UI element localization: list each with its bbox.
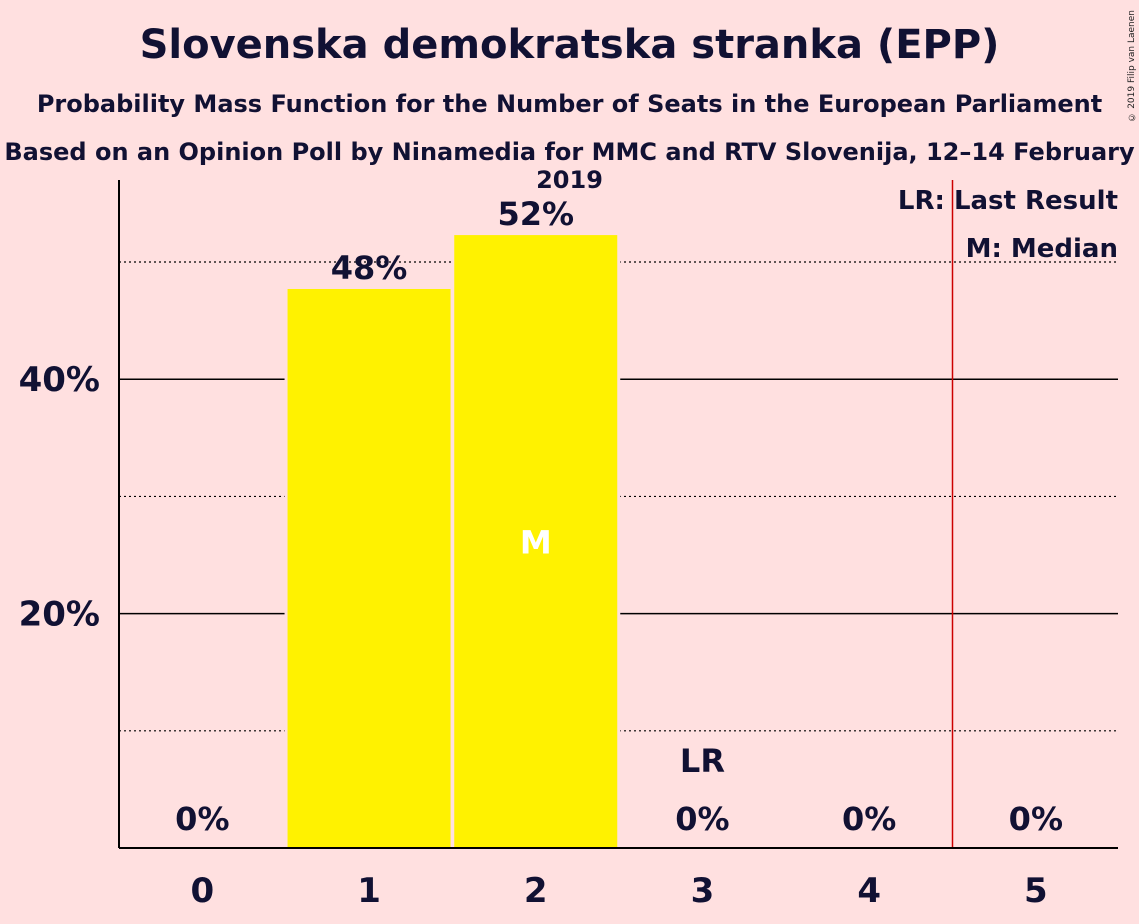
value-label: 52% xyxy=(497,195,574,233)
value-label: 0% xyxy=(675,800,729,838)
y-tick-label: 20% xyxy=(19,595,100,635)
chart-title: Slovenska demokratska stranka (EPP) xyxy=(139,22,1000,68)
x-tick-label: 1 xyxy=(357,871,381,911)
bar-2 xyxy=(454,235,618,849)
last-result-marker: LR xyxy=(680,742,725,780)
y-tick-label: 40% xyxy=(19,360,100,400)
x-tick-label: 4 xyxy=(857,871,881,911)
chart-source: Based on an Opinion Poll by Ninamedia fo… xyxy=(4,138,1135,194)
x-tick-label: 5 xyxy=(1024,871,1048,911)
median-marker: M xyxy=(520,524,552,562)
x-tick-label: 3 xyxy=(691,871,715,911)
labels: 0% 48% 52% 0% 0% 0% M LR LR: Last Result M: Media… xyxy=(175,186,1118,838)
legend-median: M: Median xyxy=(966,234,1118,264)
bar-1 xyxy=(287,288,451,848)
value-label: 0% xyxy=(1009,800,1063,838)
x-tick-label: 2 xyxy=(524,871,548,911)
value-label: 0% xyxy=(175,800,229,838)
value-label: 0% xyxy=(842,800,896,838)
axes: 20% 40% 0 1 2 3 4 5 xyxy=(19,180,1118,911)
value-label: 48% xyxy=(331,249,408,287)
legend-last-result: LR: Last Result xyxy=(898,186,1118,216)
chart-subtitle: Probability Mass Function for the Number… xyxy=(36,90,1103,118)
bars xyxy=(284,235,621,849)
x-tick-label: 0 xyxy=(191,871,215,911)
